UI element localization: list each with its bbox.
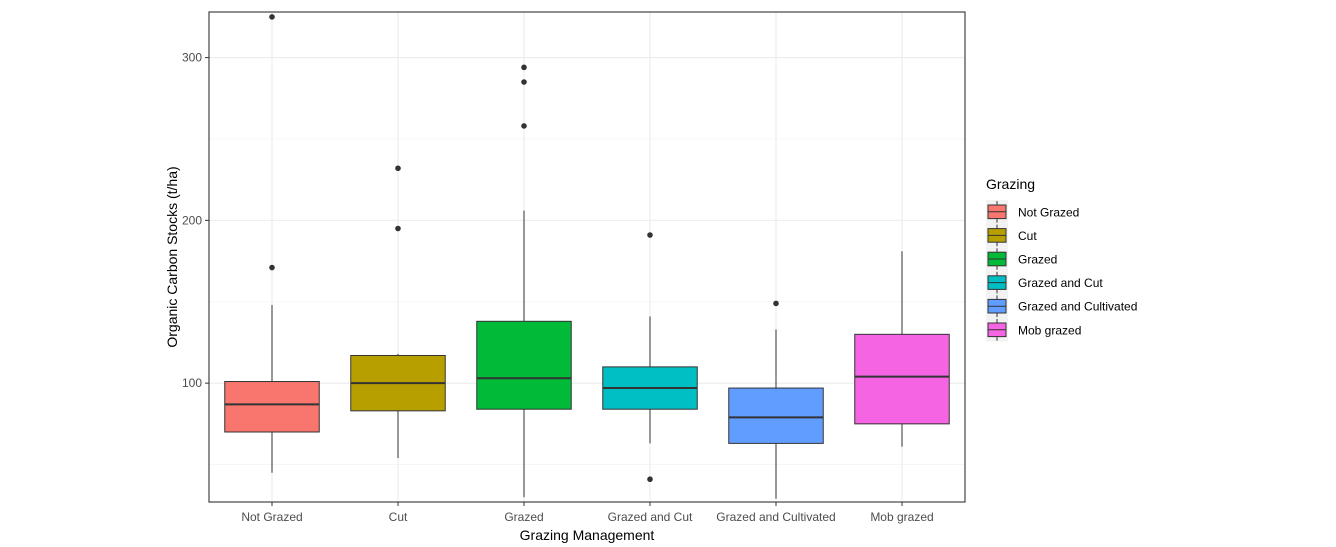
y-axis-title: Organic Carbon Stocks (t/ha) [164, 166, 180, 347]
outlier-point [773, 300, 779, 307]
y-tick-label: 100 [182, 376, 202, 390]
outlier-point [395, 165, 401, 172]
outlier-point [395, 225, 401, 232]
box-cut [350, 165, 446, 459]
x-tick-label: Cut [389, 510, 408, 524]
x-tick-label: Grazed [504, 510, 543, 524]
legend-label: Grazed and Cultivated [1018, 300, 1137, 314]
panel-background [209, 12, 965, 502]
legend-item-not-grazed: Not Grazed [986, 200, 1079, 224]
outlier-point [521, 123, 527, 129]
legend-item-grazed: Grazed [986, 247, 1057, 271]
outlier-point [269, 14, 275, 20]
x-tick-label: Grazed and Cultivated [716, 510, 835, 524]
legend-label: Mob grazed [1018, 323, 1081, 337]
outlier-point [521, 79, 527, 85]
box-series-layer [224, 14, 950, 499]
legend-item-grazed-and-cultivated: Grazed and Cultivated [986, 294, 1137, 318]
box-mob-grazed [854, 251, 950, 447]
legend-item-cut: Cut [986, 223, 1037, 248]
box-iqr [728, 387, 824, 444]
box-iqr [854, 333, 950, 425]
box-grazed [476, 64, 572, 498]
axes-layer: 100 200 300 Not Grazed Cut Grazed Grazed and C… [182, 11, 966, 524]
legend-label: Cut [1018, 229, 1037, 243]
box-iqr [224, 381, 320, 433]
legend-label: Grazed and Cut [1018, 276, 1103, 290]
outlier-point [647, 232, 653, 238]
x-axis-title: Grazing Management [520, 527, 655, 543]
box-grazed-and-cultivated [728, 300, 824, 499]
outlier-point [521, 64, 527, 71]
box-grazed-and-cut [602, 232, 698, 483]
plot-panel [209, 12, 965, 502]
outlier-point [647, 476, 653, 483]
x-tick-label: Mob grazed [870, 510, 933, 524]
outlier-point [269, 264, 275, 271]
box-iqr [476, 320, 572, 410]
x-tick-label: Grazed and Cut [608, 510, 693, 524]
legend: Grazing Not Grazed Cut Grazed Grazed and Cu… [986, 176, 1137, 342]
y-tick-label: 300 [182, 51, 202, 65]
x-tick-label: Not Grazed [241, 510, 302, 524]
legend-label: Not Grazed [1018, 205, 1079, 219]
legend-item-grazed-and-cut: Grazed and Cut [986, 270, 1103, 295]
legend-title: Grazing [986, 176, 1035, 192]
box-not-grazed [224, 14, 320, 473]
y-tick-label: 200 [182, 213, 202, 227]
legend-item-mob-grazed: Mob grazed [986, 318, 1081, 342]
legend-label: Grazed [1018, 253, 1057, 267]
panel-border [208, 11, 966, 503]
